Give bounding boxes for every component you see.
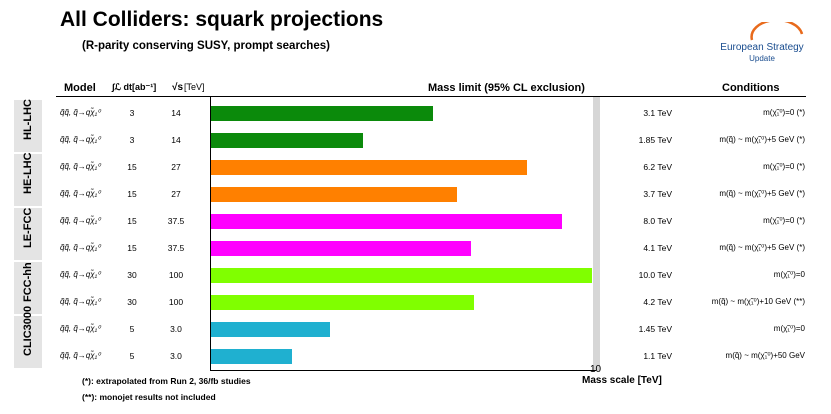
- svg-text:Update: Update: [749, 54, 775, 63]
- footnote: (*): extrapolated from Run 2, 36/fb stud…: [82, 376, 251, 386]
- row-mass-label: 1.85 TeV: [638, 134, 672, 145]
- mass-limit-bar: [210, 241, 471, 256]
- row-mass-label: 3.1 TeV: [643, 107, 672, 118]
- collider-group: CLIC3000: [14, 305, 42, 368]
- row-mass-label: 4.1 TeV: [643, 242, 672, 253]
- sqrts-unit-header: [TeV]: [184, 82, 205, 92]
- row-luminosity: 15: [127, 215, 137, 226]
- collider-group: HE-LHC: [14, 152, 42, 206]
- collider-label: FCC-hh: [22, 262, 34, 302]
- collider-label: HE-LHC: [22, 152, 34, 194]
- row-luminosity: 15: [127, 161, 137, 172]
- mass-limit-bar: [210, 322, 330, 337]
- row-model: q̃q̃, q̃→qχ̃₁⁰: [60, 134, 101, 144]
- row-model: q̃q̃, q̃→qχ̃₁⁰: [60, 188, 101, 198]
- mass-limit-bar: [210, 214, 562, 229]
- row-sqrts: 27: [171, 161, 181, 172]
- row-mass-label: 6.2 TeV: [643, 161, 672, 172]
- row-condition: m(χ̃₁⁰)=0 (*): [763, 161, 805, 171]
- row-luminosity: 30: [127, 269, 137, 280]
- plot-axes: [210, 97, 596, 371]
- collider-label: LE-FCC: [22, 207, 34, 248]
- row-sqrts: 100: [168, 296, 184, 307]
- mass-limit-bar: [210, 106, 433, 121]
- row-sqrts: 14: [171, 107, 181, 118]
- row-sqrts: 14: [171, 134, 181, 145]
- row-mass-label: 4.2 TeV: [643, 296, 672, 307]
- footnote: (**): monojet results not included: [82, 392, 216, 402]
- mass-limit-bar: [210, 187, 457, 202]
- row-mass-label: 1.45 TeV: [638, 323, 672, 334]
- row-condition: m(χ̃₁⁰)=0: [773, 269, 805, 279]
- mass-limit-bar: [210, 268, 592, 283]
- collider-group: LE-FCC: [14, 208, 42, 260]
- mass-limit-header: Mass limit (95% CL exclusion): [428, 82, 585, 94]
- row-model: q̃q̃, q̃→qχ̃₁⁰: [60, 323, 101, 333]
- row-model: q̃q̃, q̃→qχ̃₁⁰: [60, 296, 101, 306]
- row-condition: m(q̃) ~ m(χ̃₁⁰)+5 GeV (*): [719, 242, 805, 252]
- row-sqrts: 27: [171, 188, 181, 199]
- row-luminosity: 30: [127, 296, 137, 307]
- collider-label: CLIC3000: [22, 305, 34, 356]
- row-luminosity: 15: [127, 188, 137, 199]
- row-luminosity: 5: [129, 350, 135, 361]
- page-subtitle: (R-parity conserving SUSY, prompt search…: [82, 40, 330, 52]
- mass-limit-bar: [210, 133, 363, 148]
- row-luminosity: 5: [129, 323, 135, 334]
- row-luminosity: 3: [129, 134, 135, 145]
- row-model: q̃q̃, q̃→qχ̃₁⁰: [60, 161, 101, 171]
- header-separator: [56, 96, 806, 97]
- row-mass-label: 1.1 TeV: [643, 350, 672, 361]
- row-condition: m(χ̃₁⁰)=0: [773, 323, 805, 333]
- x-axis-label: Mass scale [TeV]: [582, 375, 662, 386]
- row-model: q̃q̃, q̃→qχ̃₁⁰: [60, 215, 101, 225]
- row-condition: m(q̃) ~ m(χ̃₁⁰)+5 GeV (*): [719, 188, 805, 198]
- row-model: q̃q̃, q̃→qχ̃₁⁰: [60, 350, 101, 360]
- row-sqrts: 37.5: [167, 242, 185, 253]
- row-mass-label: 10.0 TeV: [638, 269, 672, 280]
- collider-label: HL-LHC: [22, 99, 34, 140]
- conditions-header: Conditions: [722, 82, 780, 94]
- mass-limit-bar: [210, 160, 528, 175]
- collider-group: HL-LHC: [14, 99, 42, 152]
- row-model: q̃q̃, q̃→qχ̃₁⁰: [60, 242, 101, 252]
- row-condition: m(q̃) ~ m(χ̃₁⁰)+10 GeV (**): [711, 296, 805, 306]
- x-tick-label: 10: [590, 364, 602, 375]
- row-condition: m(q̃) ~ m(χ̃₁⁰)+5 GeV (*): [719, 134, 805, 144]
- mass-limit-bar: [210, 349, 293, 364]
- row-sqrts: 3.0: [170, 350, 182, 361]
- bar-plot-area: [210, 97, 600, 371]
- mass-limit-bar: [210, 295, 475, 310]
- row-condition: m(χ̃₁⁰)=0 (*): [763, 215, 805, 225]
- sqrts-header: √s: [172, 82, 184, 93]
- row-sqrts: 3.0: [170, 323, 182, 334]
- collider-group: FCC-hh: [14, 262, 42, 314]
- row-luminosity: 3: [129, 107, 135, 118]
- row-luminosity: 15: [127, 242, 137, 253]
- page-title: All Colliders: squark projections: [60, 8, 384, 31]
- row-model: q̃q̃, q̃→qχ̃₁⁰: [60, 269, 101, 279]
- european-strategy-logo: European Strategy Update: [720, 22, 804, 63]
- luminosity-header: ∫ℒ dt[ab⁻¹]: [112, 82, 157, 92]
- model-header: Model: [64, 82, 96, 94]
- mass-scale-band: [593, 97, 600, 371]
- svg-text:European Strategy: European Strategy: [720, 42, 803, 53]
- row-model: q̃q̃, q̃→qχ̃₁⁰: [60, 107, 101, 117]
- row-sqrts: 100: [168, 269, 184, 280]
- row-sqrts: 37.5: [167, 215, 185, 226]
- row-mass-label: 8.0 TeV: [643, 215, 672, 226]
- row-mass-label: 3.7 TeV: [643, 188, 672, 199]
- row-condition: m(q̃) ~ m(χ̃₁⁰)+50 GeV: [725, 350, 805, 360]
- row-condition: m(χ̃₁⁰)=0 (*): [763, 107, 805, 117]
